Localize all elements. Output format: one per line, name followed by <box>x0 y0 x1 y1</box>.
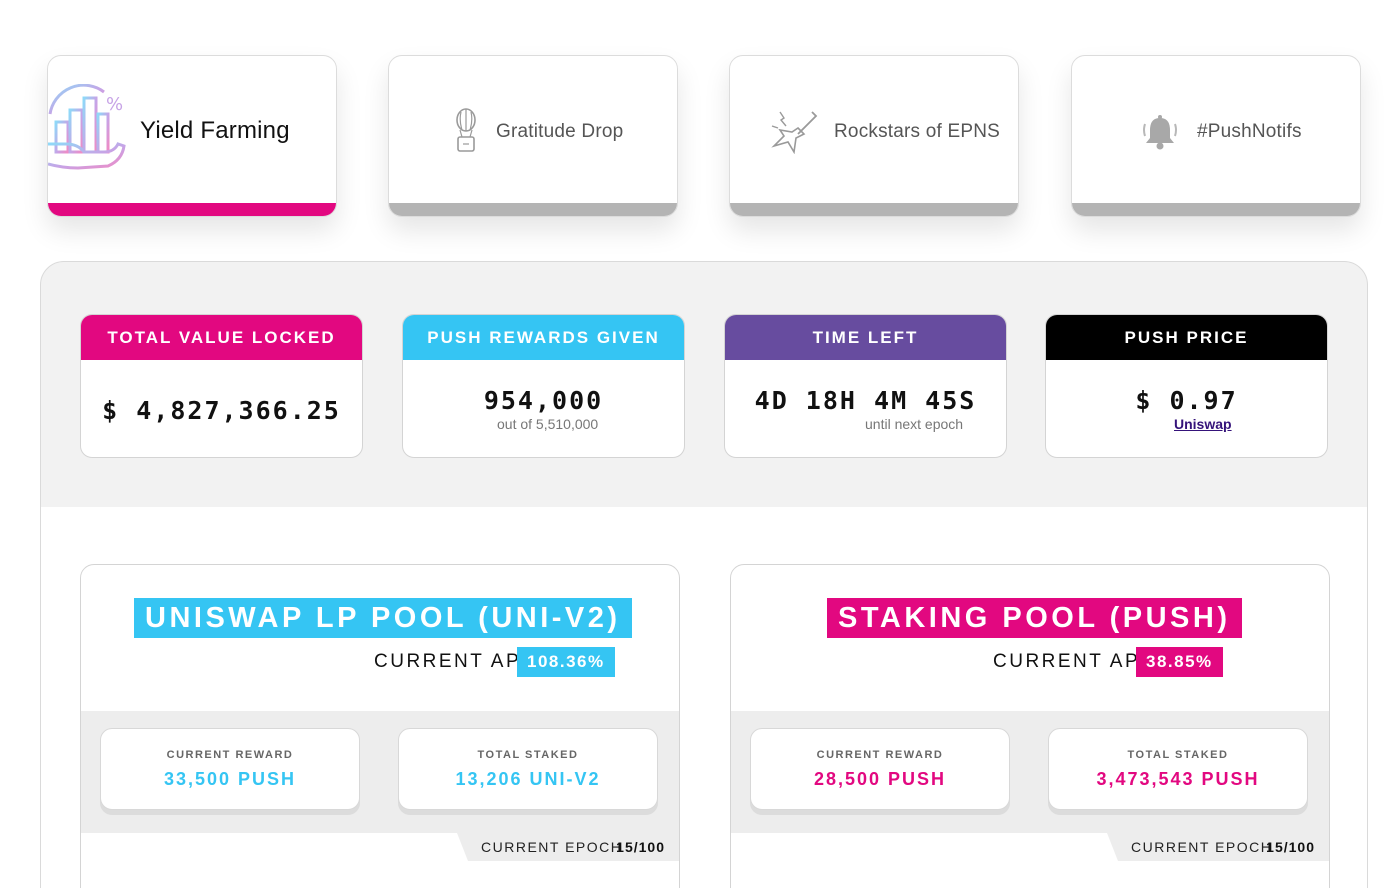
current-epoch-tag: CURRENT EPOCH 15/100 <box>1107 833 1329 861</box>
current-reward-label: CURRENT REWARD <box>816 749 944 761</box>
current-epoch-value: 15/100 <box>1266 839 1315 855</box>
tab-gratitude-drop[interactable]: Gratitude Drop <box>388 55 678 217</box>
time-left-caption: until next epoch <box>865 416 964 432</box>
current-reward-box: CURRENT REWARD 28,500 PUSH <box>750 728 1010 810</box>
current-apr-label: CURRENT APR <box>993 651 1157 672</box>
air-balloon-icon <box>453 108 479 152</box>
push-rewards-given-value: 954,000 <box>483 386 604 415</box>
tab-label: #PushNotifs <box>1197 121 1302 142</box>
push-rewards-given-card: PUSH REWARDS GIVEN 954,000 out of 5,510,… <box>402 314 685 458</box>
total-value-locked-card: TOTAL VALUE LOCKED $ 4,827,366.25 <box>80 314 363 458</box>
stat-title: TOTAL VALUE LOCKED <box>81 315 362 360</box>
time-left-value: 4D 18H 4M 45S <box>754 386 977 415</box>
push-price-card: PUSH PRICE $ 0.97 Uniswap <box>1045 314 1328 458</box>
tab-rockstars-of-epns[interactable]: Rockstars of EPNS <box>729 55 1019 217</box>
current-epoch-value: 15/100 <box>616 839 665 855</box>
uniswap-lp-pool-card: UNISWAP LP POOL (UNI-V2) CURRENT APR 108… <box>80 564 680 888</box>
total-staked-value: 3,473,543 PUSH <box>1096 769 1260 789</box>
pool-stats-band: CURRENT REWARD 33,500 PUSH TOTAL STAKED … <box>81 711 679 833</box>
svg-text:%: % <box>106 94 123 115</box>
feature-tabs: % Yield Farming Gratitude Drop <box>47 55 1362 217</box>
total-staked-value: 13,206 UNI-V2 <box>455 769 601 789</box>
stat-title: PUSH REWARDS GIVEN <box>403 315 684 360</box>
bell-icon <box>1140 114 1180 150</box>
time-left-card: TIME LEFT 4D 18H 4M 45S until next epoch <box>724 314 1007 458</box>
tab-label: Yield Farming <box>140 117 290 144</box>
tab-label: Gratitude Drop <box>496 121 624 142</box>
current-apr-value: 108.36% <box>517 647 615 677</box>
current-apr-value: 38.85% <box>1136 647 1223 677</box>
tab-label: Rockstars of EPNS <box>834 121 1001 142</box>
current-apr-label: CURRENT APR <box>374 651 538 672</box>
yield-farming-panel: TOTAL VALUE LOCKED $ 4,827,366.25 PUSH R… <box>40 261 1368 888</box>
pool-title: UNISWAP LP POOL (UNI-V2) <box>134 598 632 638</box>
push-price-value: $ 0.97 <box>1135 386 1238 415</box>
stat-title: TIME LEFT <box>725 315 1006 360</box>
guitar-icon <box>770 108 818 154</box>
pool-stats-band: CURRENT REWARD 28,500 PUSH TOTAL STAKED … <box>731 711 1329 833</box>
total-staked-label: TOTAL STAKED <box>477 749 579 761</box>
current-reward-box: CURRENT REWARD 33,500 PUSH <box>100 728 360 810</box>
stat-title: PUSH PRICE <box>1046 315 1327 360</box>
total-staked-box: TOTAL STAKED 3,473,543 PUSH <box>1048 728 1308 810</box>
yield-farming-icon: % <box>48 84 128 180</box>
current-reward-value: 28,500 PUSH <box>813 769 947 789</box>
current-epoch-label: CURRENT EPOCH <box>1131 839 1273 855</box>
tab-yield-farming[interactable]: % Yield Farming <box>47 55 337 217</box>
total-value-locked-value: $ 4,827,366.25 <box>102 396 341 425</box>
tab-push-notifs[interactable]: #PushNotifs <box>1071 55 1361 217</box>
uniswap-link[interactable]: Uniswap <box>1174 416 1232 432</box>
total-staked-label: TOTAL STAKED <box>1127 749 1229 761</box>
current-epoch-tag: CURRENT EPOCH 15/100 <box>457 833 679 861</box>
staking-pool-card: STAKING POOL (PUSH) CURRENT APR 38.85% C… <box>730 564 1330 888</box>
current-epoch-label: CURRENT EPOCH <box>481 839 623 855</box>
push-rewards-total: out of 5,510,000 <box>497 416 599 432</box>
current-reward-value: 33,500 PUSH <box>163 769 297 789</box>
total-staked-box: TOTAL STAKED 13,206 UNI-V2 <box>398 728 658 810</box>
pool-title: STAKING POOL (PUSH) <box>827 598 1242 638</box>
current-reward-label: CURRENT REWARD <box>166 749 294 761</box>
